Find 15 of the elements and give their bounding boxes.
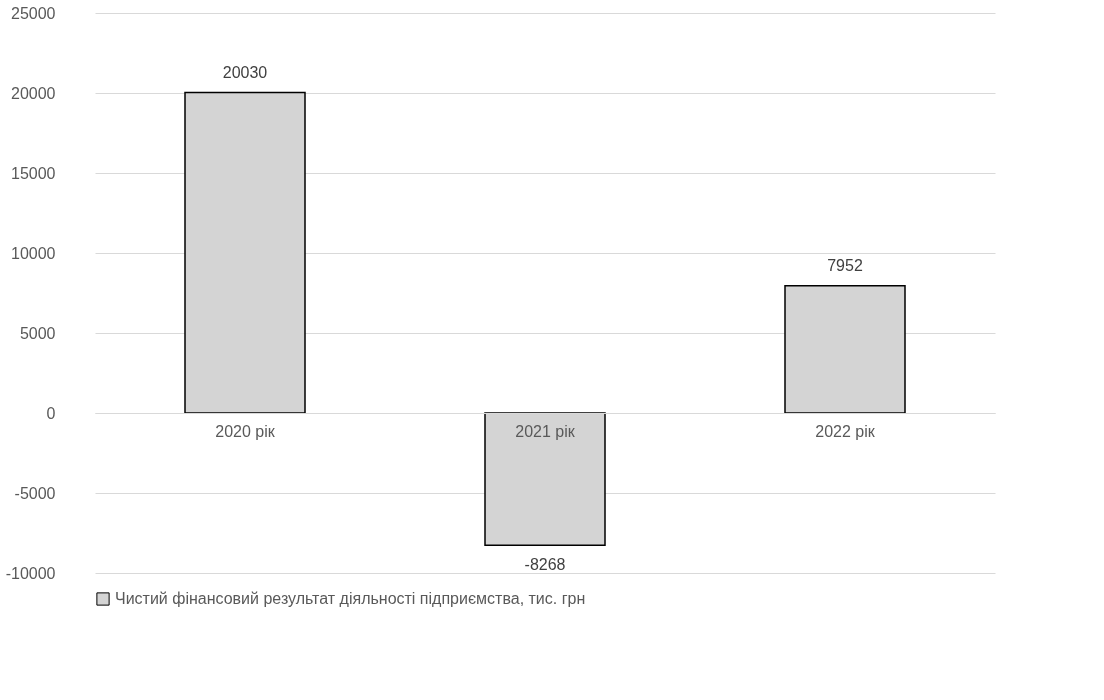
data-label: 7952 — [827, 256, 863, 274]
x-tick-label: 2021 рік — [515, 422, 576, 440]
y-tick-label: 10000 — [11, 244, 56, 262]
y-tick-label: 0 — [46, 404, 56, 422]
y-tick-label: -10000 — [5, 564, 56, 582]
y-tick-label: 25000 — [11, 4, 56, 22]
x-tick-label: 2022 рік — [815, 422, 876, 440]
x-tick-label: 2020 рік — [215, 422, 276, 440]
data-label: -8268 — [524, 556, 566, 574]
data-label: 20030 — [222, 63, 268, 81]
y-tick-label: 20000 — [11, 84, 56, 102]
y-tick-label: 15000 — [11, 164, 56, 182]
y-tick-label: -5000 — [14, 484, 56, 502]
y-tick-label: 5000 — [19, 324, 56, 342]
legend-label: Чистий фінансовий результат діяльності підприємства, тис. грн — [115, 590, 586, 607]
